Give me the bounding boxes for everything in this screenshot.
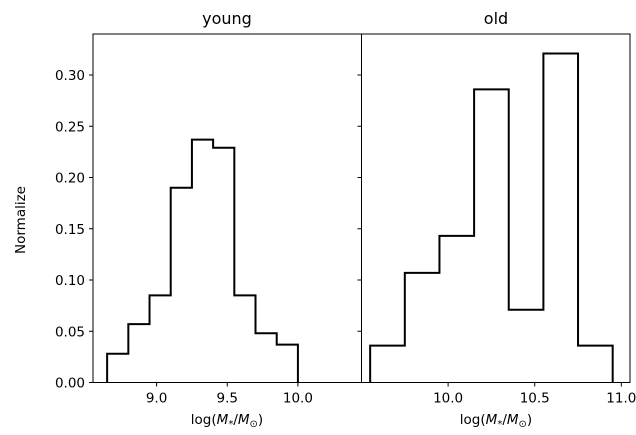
- panel-title-young: young: [202, 9, 252, 28]
- x-axis-label-old: log(M*/M⊙): [460, 412, 532, 430]
- y-tick-label: 0.25: [55, 119, 85, 135]
- y-tick-label: 0.00: [55, 376, 85, 392]
- y-tick-label: 0.05: [55, 324, 85, 340]
- panel-old-frame: [361, 33, 631, 383]
- panel-young-frame: [92, 33, 362, 383]
- x-axis-label-young: log(M*/M⊙): [191, 412, 263, 430]
- panel-old-y-ticks: [357, 74, 362, 383]
- x-tick-label: 10.0: [433, 391, 463, 407]
- histogram-step-young: [106, 138, 299, 383]
- panel-young-x-ticks: 9.0 9.5 10.0: [146, 382, 313, 407]
- y-tick-label: 0.10: [55, 273, 85, 289]
- panel-old-marks: [369, 52, 614, 383]
- panel-young-marks: [106, 138, 299, 383]
- x-tick-label: 11.0: [606, 391, 636, 407]
- x-tick-label: 9.5: [217, 391, 238, 407]
- x-tick-label: 10.0: [283, 391, 313, 407]
- x-tick-label: 10.5: [520, 391, 550, 407]
- y-axis-label: Normalize: [13, 186, 29, 254]
- y-tick-label: 0.15: [55, 222, 85, 238]
- y-tick-label: 0.30: [55, 68, 85, 84]
- panel-young: young 0.000.050.100.150.200.250.30 9.0 9.…: [55, 9, 362, 430]
- panel-old: old 10.0 10.5 11.0 log(M*/M⊙): [357, 9, 636, 430]
- panel-old-x-ticks: 10.0 10.5 11.0: [433, 382, 636, 407]
- y-tick-label: 0.20: [55, 171, 85, 187]
- panel-title-old: old: [484, 9, 508, 28]
- panel-young-y-ticks: 0.00 0.05 0.10 0.15 0.20 0.25 0.30: [55, 68, 93, 392]
- histogram-step-old: [369, 52, 614, 383]
- x-tick-label: 9.0: [146, 391, 167, 407]
